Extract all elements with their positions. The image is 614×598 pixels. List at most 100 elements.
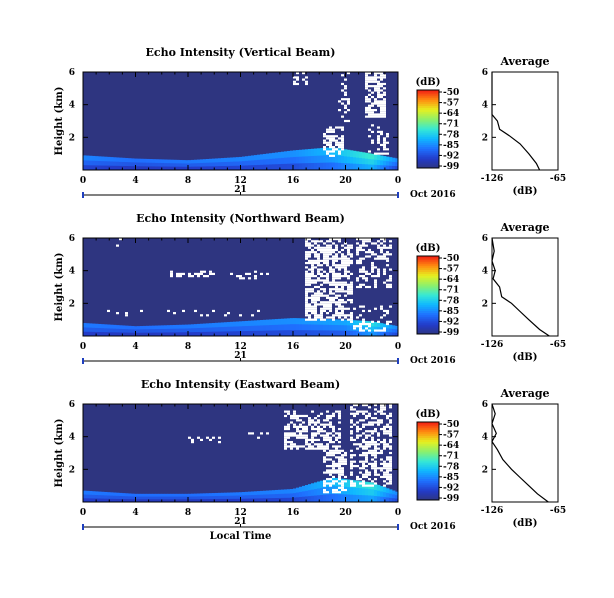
missing-data-cell: [299, 434, 302, 437]
echo-layer-cell: [371, 326, 375, 336]
missing-data-cell: [287, 434, 290, 437]
missing-data-cell: [314, 275, 317, 278]
missing-data-cell: [311, 436, 314, 439]
echo-layer-cell: [305, 330, 309, 336]
missing-data-cell: [326, 296, 329, 299]
echo-layer-cell: [95, 165, 99, 170]
missing-data-cell: [338, 316, 341, 319]
missing-data-cell: [383, 412, 386, 415]
missing-data-cell: [377, 141, 380, 144]
missing-data-cell: [338, 307, 341, 310]
missing-data-cell: [308, 253, 311, 256]
missing-data-cell: [389, 467, 392, 470]
colorbar-swatch: [417, 162, 439, 165]
missing-data-cell: [362, 482, 365, 485]
echo-layer-cell: [167, 332, 171, 336]
missing-data-cell: [365, 410, 368, 413]
missing-data-cell: [107, 309, 110, 313]
echo-layer-cell: [86, 160, 90, 170]
missing-data-cell: [314, 438, 317, 442]
missing-data-cell: [326, 259, 329, 262]
missing-data-cell: [386, 309, 389, 313]
echo-layer-cell: [389, 497, 393, 502]
missing-data-cell: [239, 275, 242, 278]
echo-layer-cell: [188, 166, 192, 170]
missing-data-cell: [284, 436, 287, 439]
colorbar-swatch: [417, 291, 439, 294]
missing-data-cell: [341, 305, 344, 308]
missing-data-cell: [389, 445, 392, 448]
missing-data-cell: [305, 425, 308, 428]
missing-data-cell: [296, 434, 299, 437]
missing-data-cell: [284, 438, 287, 442]
missing-data-cell: [311, 259, 314, 262]
echo-layer-cell: [248, 330, 252, 336]
missing-data-cell: [338, 277, 341, 280]
missing-data-cell: [380, 427, 383, 431]
missing-data-cell: [326, 294, 329, 297]
missing-data-cell: [323, 148, 326, 151]
missing-data-cell: [377, 240, 380, 243]
missing-data-cell: [362, 275, 365, 278]
missing-data-cell: [365, 85, 368, 88]
colorbar-tick-label: -85: [443, 473, 459, 483]
missing-data-cell: [377, 467, 380, 470]
missing-data-cell: [377, 268, 380, 271]
missing-data-cell: [320, 283, 323, 286]
echo-layer-cell: [248, 165, 252, 170]
missing-data-cell: [338, 264, 341, 267]
missing-data-cell: [332, 301, 335, 304]
echo-layer-cell: [116, 165, 120, 170]
echo-layer-cell: [212, 166, 216, 170]
missing-data-cell: [341, 488, 344, 492]
missing-data-cell: [359, 454, 362, 457]
echo-layer-cell: [221, 331, 225, 336]
missing-data-cell: [323, 456, 326, 459]
echo-layer-cell: [326, 155, 330, 170]
echo-layer-cell: [242, 498, 246, 502]
missing-data-cell: [332, 430, 335, 433]
missing-data-cell: [317, 294, 320, 297]
echo-layer-cell: [368, 164, 372, 170]
missing-data-cell: [254, 275, 257, 278]
echo-layer-cell: [155, 496, 159, 502]
profile-y-tick-label: 6: [482, 400, 488, 410]
missing-data-cell: [323, 303, 326, 306]
echo-layer-cell: [335, 162, 339, 170]
missing-data-cell: [332, 475, 335, 479]
missing-data-cell: [380, 78, 383, 81]
colorbar-swatch: [417, 316, 439, 319]
missing-data-cell: [386, 478, 389, 481]
missing-data-cell: [386, 283, 389, 286]
missing-data-cell: [365, 464, 368, 468]
echo-layer-cell: [206, 162, 210, 170]
y-axis-label: Height (km): [54, 87, 65, 156]
missing-data-cell: [380, 130, 383, 133]
missing-data-cell: [311, 248, 314, 252]
missing-data-cell: [380, 115, 383, 118]
echo-layer-cell: [389, 165, 393, 170]
echo-layer-cell: [314, 330, 318, 336]
echo-layer-cell: [164, 332, 168, 336]
missing-data-cell: [344, 451, 347, 455]
missing-data-cell: [344, 314, 347, 317]
missing-data-cell: [329, 301, 332, 304]
missing-data-cell: [332, 238, 335, 241]
echo-layer-cell: [116, 498, 120, 502]
missing-data-cell: [380, 451, 383, 455]
echo-layer-cell: [110, 332, 114, 336]
profile-line: [491, 403, 549, 503]
missing-data-cell: [311, 312, 314, 315]
missing-data-cell: [341, 102, 344, 105]
colorbar-swatch: [417, 457, 439, 460]
colorbar-swatch: [417, 109, 439, 112]
missing-data-cell: [374, 281, 377, 284]
echo-layer-cell: [161, 499, 165, 502]
missing-data-cell: [389, 427, 392, 431]
missing-data-cell: [383, 143, 386, 147]
missing-data-cell: [332, 148, 335, 151]
missing-data-cell: [326, 277, 329, 280]
missing-data-cell: [386, 471, 389, 474]
echo-layer-cell: [257, 498, 261, 502]
missing-data-cell: [338, 462, 341, 465]
